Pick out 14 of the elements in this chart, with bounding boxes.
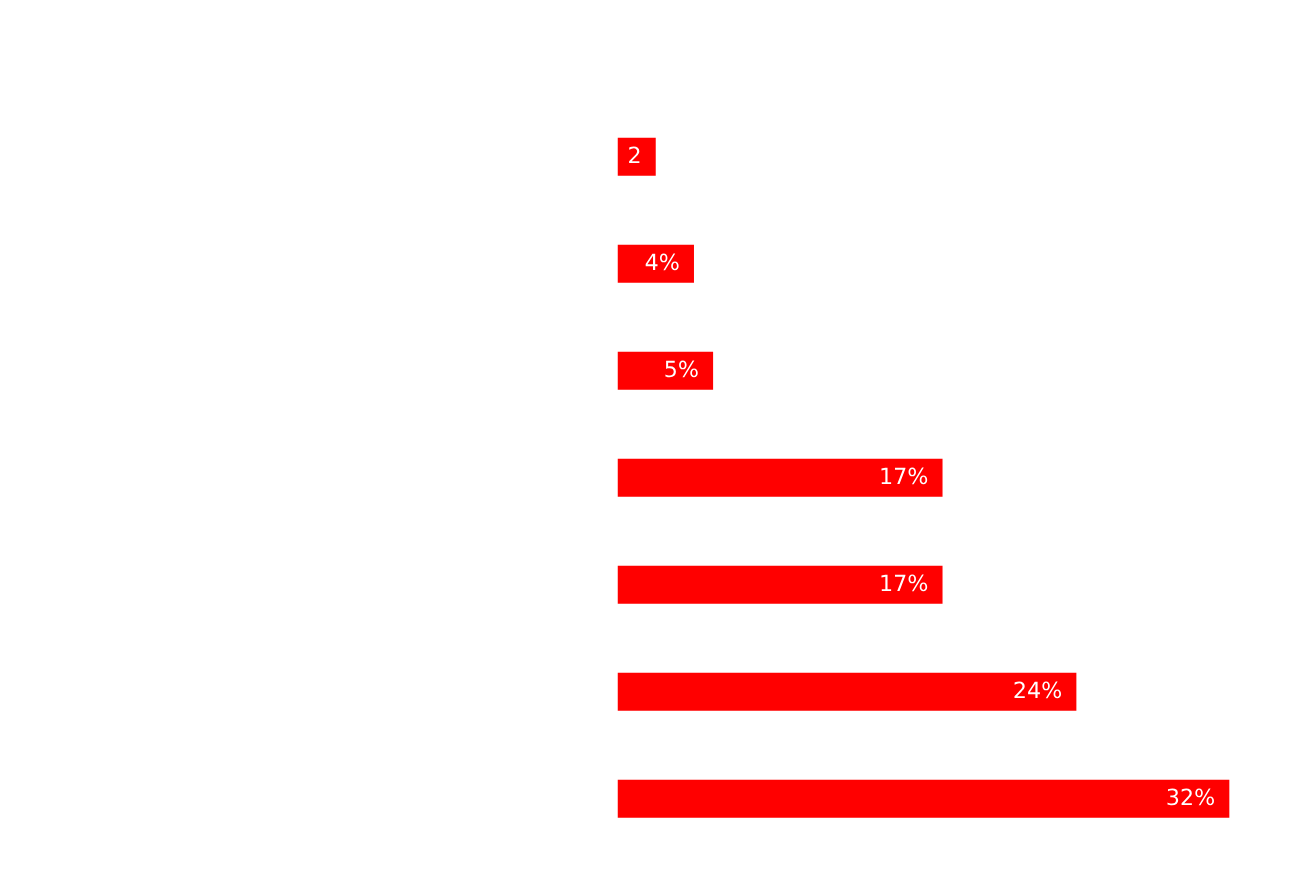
data-label: 2 [629, 146, 640, 163]
data-label: 17% [881, 467, 928, 485]
bar [617, 672, 1077, 711]
data-label: 32% [1167, 788, 1214, 806]
bar [617, 458, 943, 497]
bar [617, 244, 694, 283]
bar [617, 351, 714, 390]
data-label: 17% [881, 574, 928, 592]
data-label: 24% [1014, 681, 1062, 699]
data-label: 5% [665, 360, 698, 378]
bar [617, 779, 1230, 818]
data-label: 4% [645, 253, 679, 271]
bar [617, 137, 656, 176]
bar [617, 565, 943, 604]
